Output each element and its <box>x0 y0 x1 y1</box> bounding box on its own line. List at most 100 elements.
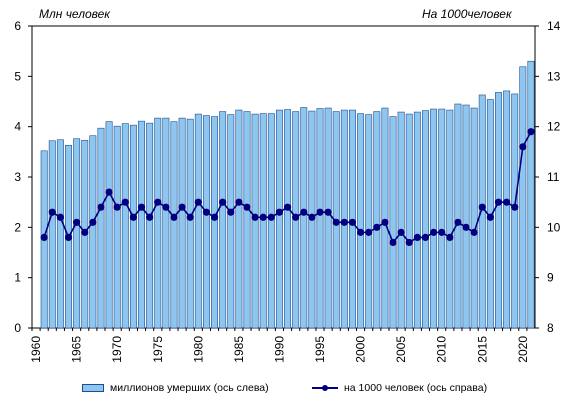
point-2007 <box>413 233 421 241</box>
bar-2019 <box>511 93 519 329</box>
point-1973 <box>137 203 146 211</box>
point-2006 <box>405 238 413 247</box>
bar-1975 <box>154 117 162 329</box>
bar-2012 <box>454 103 462 329</box>
bar-2021 <box>527 60 535 329</box>
point-2021 <box>527 128 535 136</box>
left-tick-label: 0 <box>14 321 21 335</box>
point-1999 <box>348 218 357 226</box>
bar-1978 <box>178 117 186 329</box>
point-2002 <box>373 223 381 231</box>
bar-1963 <box>56 139 64 329</box>
bar-2003 <box>381 107 389 329</box>
right-tick-label: 10 <box>547 220 561 234</box>
point-1992 <box>292 213 300 221</box>
point-1969 <box>105 188 113 196</box>
left-tick-label: 5 <box>14 69 21 83</box>
point-1995 <box>316 208 324 216</box>
point-1981 <box>202 208 211 216</box>
bar-1979 <box>186 118 194 329</box>
point-2004 <box>389 238 397 247</box>
bar-1993 <box>300 107 308 329</box>
bar-1965 <box>73 138 81 329</box>
bar-2007 <box>413 111 421 329</box>
legend-label-line: на 1000 человек (ось справа) <box>344 382 488 394</box>
x-tick-label: 1995 <box>313 336 327 363</box>
bar-1990 <box>275 109 283 329</box>
bar-1962 <box>48 140 56 329</box>
left-axis-title: Млн человек <box>39 7 110 21</box>
point-1975 <box>154 198 162 206</box>
bar-1980 <box>194 113 202 329</box>
bar-1977 <box>170 121 178 329</box>
point-1963 <box>56 213 64 221</box>
point-1971 <box>121 198 129 206</box>
bar-1991 <box>284 109 292 329</box>
bar-1981 <box>202 115 210 329</box>
right-tick-label: 11 <box>547 170 560 184</box>
bar-2004 <box>389 116 397 329</box>
point-1961 <box>40 233 48 241</box>
bar-2010 <box>438 108 446 329</box>
right-axis-title: На 1000человек <box>422 7 512 21</box>
x-tick-label: 1970 <box>110 336 124 363</box>
point-1968 <box>97 203 105 211</box>
bar-1970 <box>113 125 121 329</box>
bar-1985 <box>235 109 243 329</box>
point-1986 <box>243 203 251 211</box>
right-tick-label: 9 <box>547 271 554 285</box>
point-1997 <box>332 218 340 226</box>
point-1962 <box>48 208 56 216</box>
point-1979 <box>186 213 194 221</box>
point-1989 <box>267 213 275 221</box>
bar-1983 <box>219 111 227 329</box>
bar-1974 <box>146 122 154 329</box>
bar-1987 <box>251 113 259 329</box>
x-axis: 1960 1965 1970 1975 1980 1985 1990 1995 2000 2005… <box>29 328 530 363</box>
point-1978 <box>178 203 186 211</box>
point-2018 <box>503 198 511 206</box>
point-2003 <box>381 218 389 226</box>
point-1990 <box>275 208 284 216</box>
point-2008 <box>421 233 430 241</box>
point-2013 <box>462 223 470 231</box>
x-tick-label: 1990 <box>272 336 286 363</box>
point-2000 <box>356 228 365 236</box>
point-1972 <box>129 213 138 221</box>
bar-2020 <box>519 66 527 329</box>
legend-line-swatch <box>312 383 338 393</box>
point-2012 <box>454 218 462 226</box>
legend-label-bars: миллионов умерших (ось слева) <box>110 382 269 394</box>
legend: миллионов умерших (ось слева) на 1000 че… <box>0 378 577 400</box>
point-1996 <box>324 208 332 216</box>
left-tick-label: 1 <box>14 271 21 285</box>
right-tick-label: 14 <box>547 19 561 33</box>
line-series <box>40 128 535 247</box>
point-1993 <box>300 208 308 216</box>
right-tick-label: 13 <box>547 69 561 83</box>
left-tick-label: 6 <box>14 19 21 33</box>
bar-2013 <box>462 104 470 329</box>
point-1987 <box>251 213 259 221</box>
point-1974 <box>146 213 154 221</box>
x-tick-label: 1985 <box>232 336 246 363</box>
point-1991 <box>283 203 292 211</box>
point-1983 <box>219 198 227 206</box>
bar-1986 <box>243 111 251 329</box>
point-1966 <box>81 228 89 236</box>
bar-2014 <box>470 107 478 329</box>
point-1985 <box>235 198 243 206</box>
right-tick-label: 8 <box>547 321 554 335</box>
x-tick-label: 2010 <box>435 336 449 363</box>
right-tick-label: 12 <box>547 120 561 134</box>
bar-2000 <box>357 113 365 329</box>
point-2009 <box>429 228 438 236</box>
point-1967 <box>89 218 97 226</box>
point-2014 <box>470 228 478 236</box>
bar-2002 <box>373 111 381 329</box>
point-1998 <box>340 218 348 226</box>
legend-item-bars: миллионов умерших (ось слева) <box>82 382 269 394</box>
point-1965 <box>73 218 81 226</box>
bar-1996 <box>324 107 332 329</box>
